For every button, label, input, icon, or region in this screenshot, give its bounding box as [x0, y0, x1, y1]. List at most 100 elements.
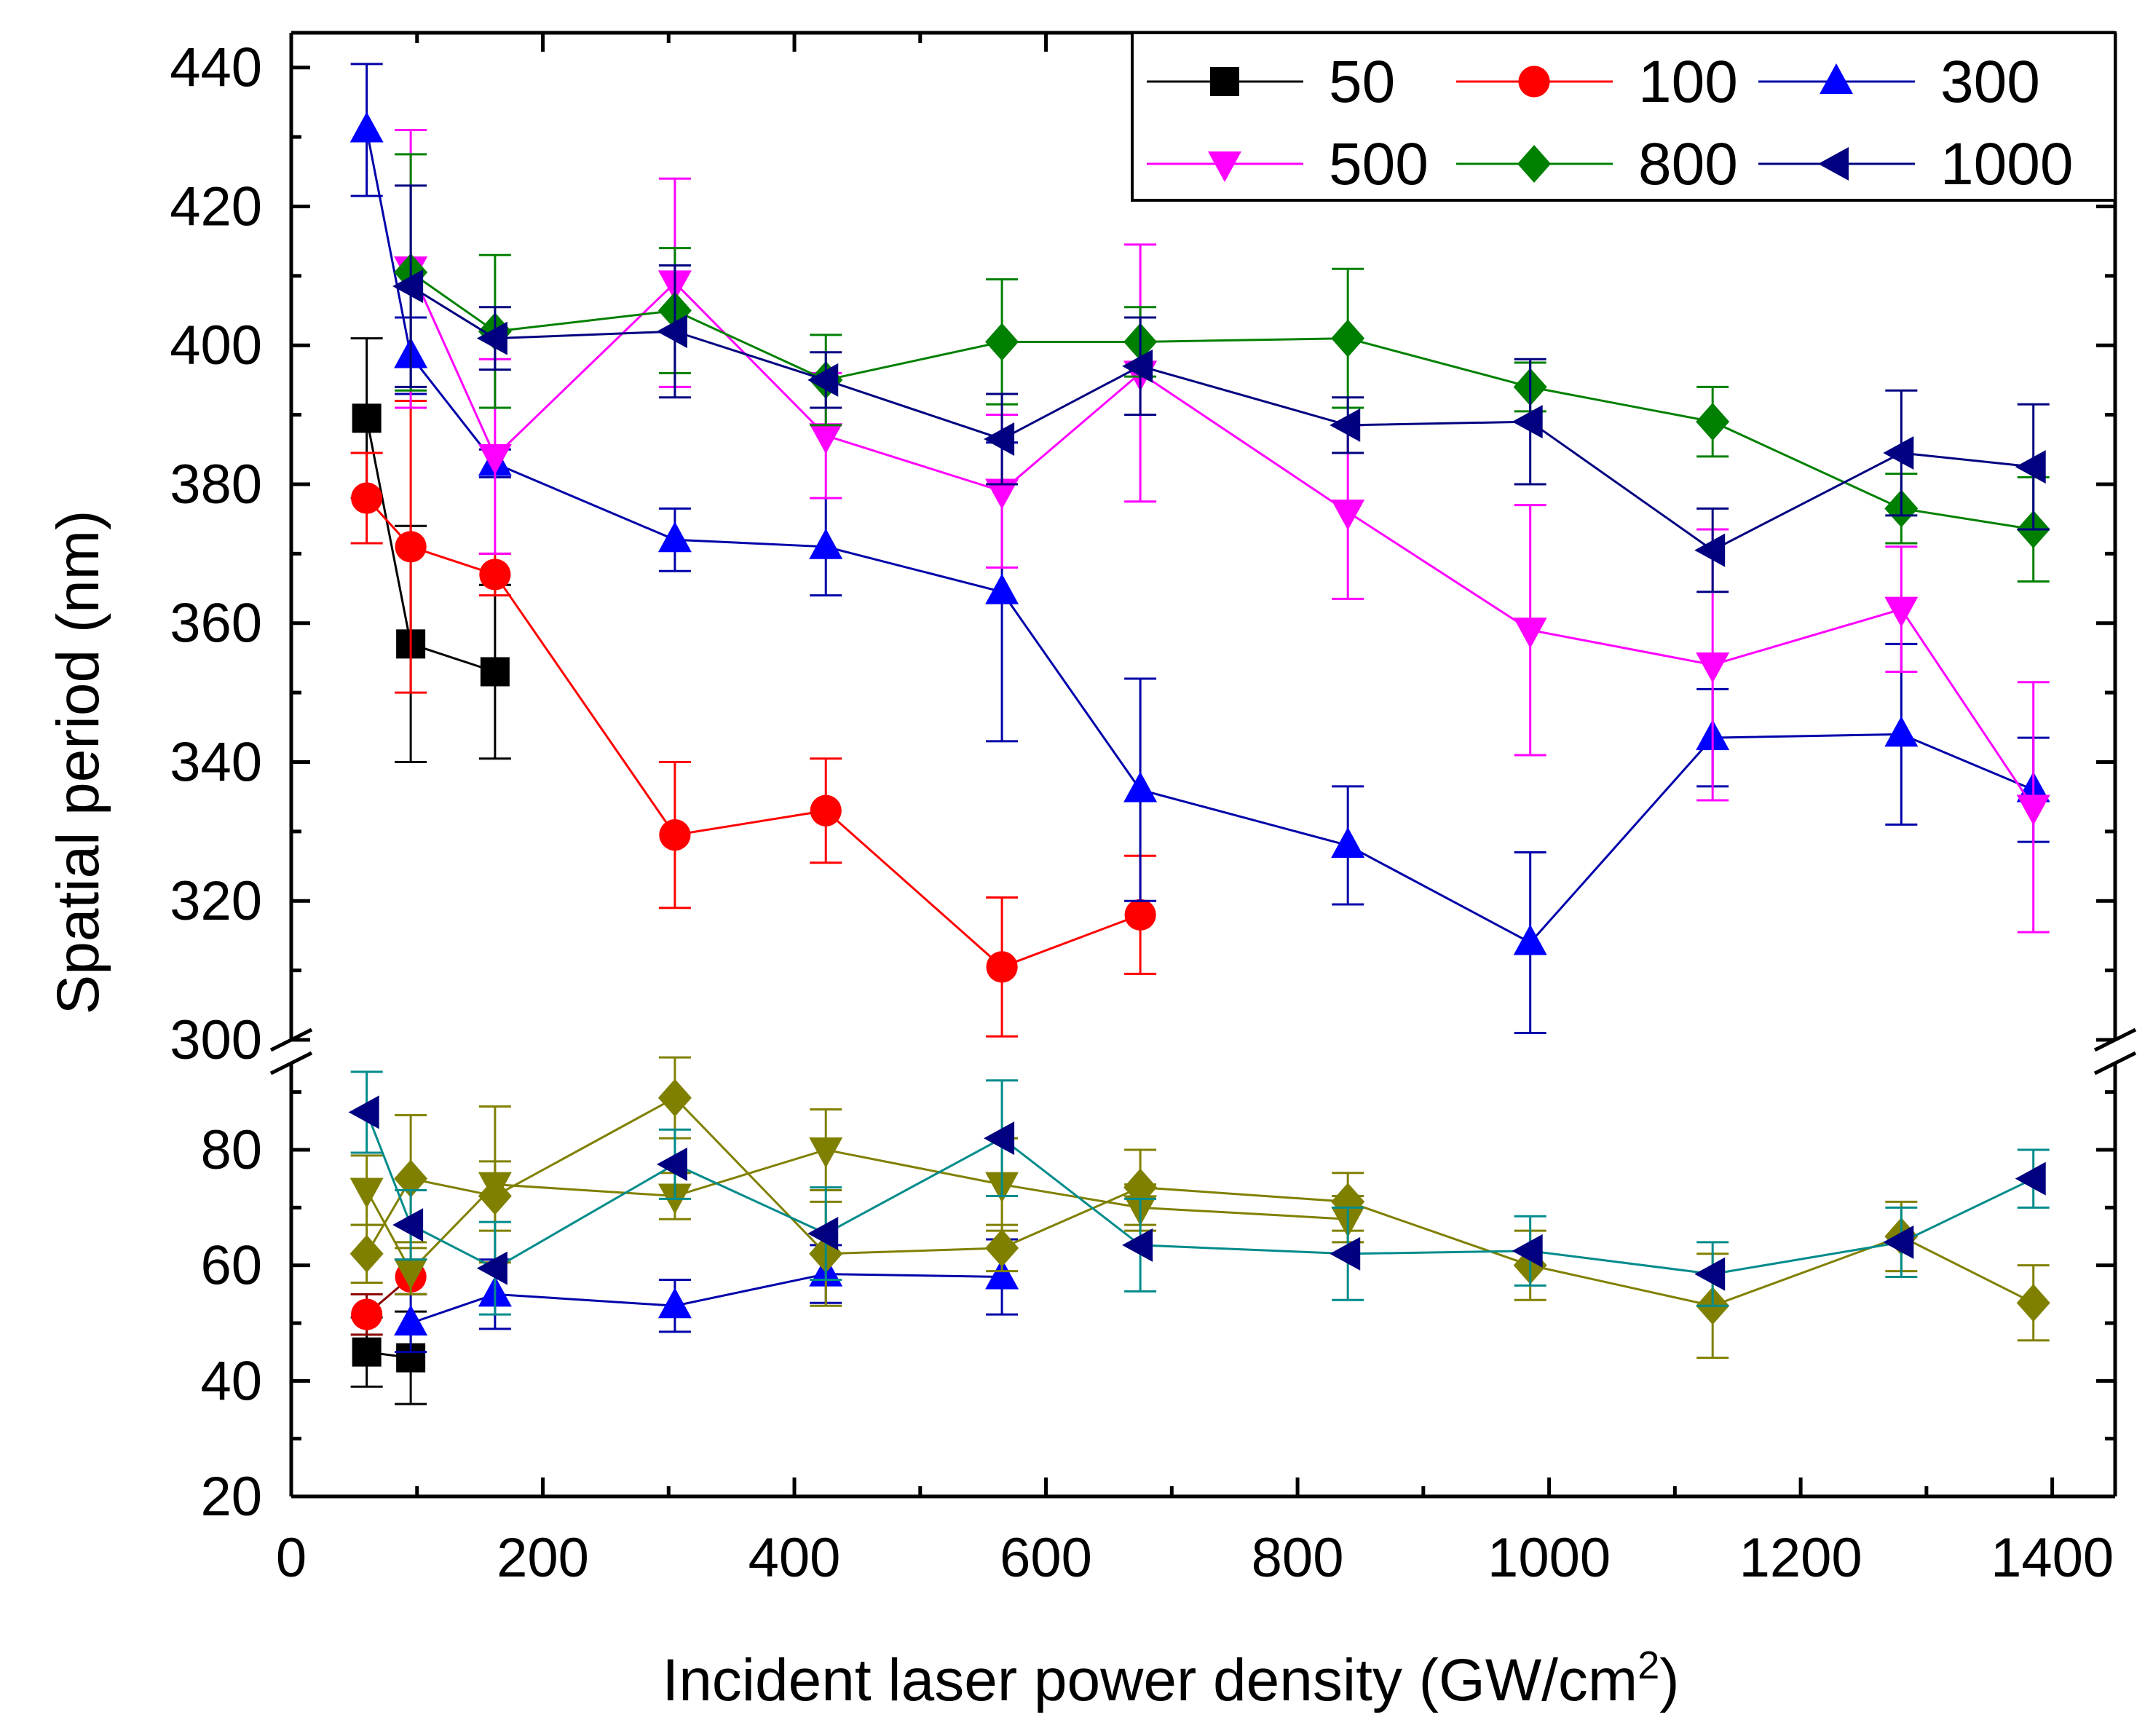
- upper-data-point: [1122, 349, 1153, 383]
- upper-data-point: [1884, 596, 1919, 628]
- upper-data-point: [986, 951, 1018, 983]
- legend: 50 100 300 500 800 1000: [1131, 31, 2117, 202]
- lower-data-point: [1883, 1225, 1914, 1259]
- legend-item-100: 100: [1456, 49, 1738, 115]
- series-1000-lower: [348, 1070, 2050, 1316]
- lower-data-point: [656, 1147, 687, 1181]
- series-100-upper: [350, 400, 1157, 1038]
- upper-data-point: [395, 531, 427, 563]
- upper-data-point: [1331, 319, 1365, 358]
- legend-marker: [1820, 63, 1853, 94]
- upper-data-point: [985, 323, 1019, 361]
- x-tick-label: 800: [1252, 1527, 1344, 1589]
- upper-data-point: [809, 423, 843, 454]
- upper-data-point: [985, 573, 1019, 604]
- y-tick-label-upper: 440: [170, 37, 262, 99]
- upper-data-point: [1331, 826, 1365, 858]
- upper-data-point: [984, 422, 1015, 456]
- upper-data-point: [349, 111, 384, 143]
- lower-data-point: [478, 1177, 512, 1215]
- upper-data-point: [1512, 405, 1543, 439]
- lower-data-point: [348, 1095, 379, 1129]
- upper-data-point: [1696, 403, 1730, 441]
- x-tick-label: 600: [1000, 1527, 1092, 1589]
- lower-data-point: [394, 1258, 428, 1290]
- x-tick-label: 0: [276, 1527, 307, 1589]
- lower-data-point: [657, 1078, 692, 1117]
- lower-data-point: [394, 1305, 428, 1335]
- lower-data-point: [2015, 1161, 2046, 1196]
- y-axis-title: Spatial period (nm): [45, 510, 111, 1015]
- y-tick-label-upper: 380: [170, 454, 262, 516]
- upper-data-point: [985, 478, 1019, 510]
- upper-data-point: [1123, 771, 1158, 802]
- lower-data-point: [1331, 1183, 1365, 1221]
- lower-data-point: [349, 1177, 384, 1209]
- legend-label: 50: [1329, 49, 1395, 115]
- lower-data-point: [985, 1228, 1019, 1267]
- legend-item-800: 800: [1456, 131, 1738, 197]
- x-tick-label: 1200: [1739, 1527, 1862, 1589]
- upper-data-point: [1330, 408, 1361, 442]
- lower-data-point: [985, 1258, 1019, 1290]
- upper-data-point: [807, 363, 839, 397]
- legend-marker: [1210, 67, 1239, 96]
- lower-data-point: [352, 1337, 382, 1367]
- y-tick-label-upper: 300: [170, 1009, 262, 1071]
- upper-data-point: [352, 403, 382, 433]
- lower-data-point: [1512, 1234, 1543, 1268]
- y-tick-label-lower: 20: [200, 1466, 262, 1528]
- x-axis-title: Incident laser power density (GW/cm2): [662, 1644, 1679, 1713]
- lower-data-point: [2016, 1284, 2050, 1322]
- legend-item-300: 300: [1758, 49, 2040, 115]
- x-tick-label: 200: [497, 1527, 589, 1589]
- lower-data-point: [392, 1208, 424, 1242]
- upper-data-point: [656, 315, 687, 349]
- lower-series-line: [366, 1148, 1348, 1274]
- upper-data-point: [659, 819, 691, 851]
- x-axis-title-suffix: ): [1659, 1647, 1679, 1713]
- upper-data-point: [1513, 618, 1547, 649]
- x-tick-label: 1000: [1488, 1527, 1611, 1589]
- y-tick-label-upper: 400: [170, 315, 262, 376]
- legend-marker: [1818, 147, 1849, 181]
- lower-data-point: [1123, 1168, 1158, 1207]
- upper-data-point: [810, 794, 842, 826]
- upper-data-point: [480, 657, 510, 687]
- upper-data-point: [1883, 436, 1914, 470]
- legend-label: 500: [1329, 131, 1429, 197]
- lower-data-point: [394, 1159, 428, 1198]
- lower-data-point: [1122, 1228, 1153, 1262]
- upper-data-point: [809, 528, 843, 559]
- upper-data-point: [1694, 533, 1726, 567]
- legend-item-50: 50: [1147, 49, 1395, 115]
- lower-data-point: [1694, 1257, 1726, 1291]
- x-axis-title-main: Incident laser power density (GW/cm: [662, 1647, 1638, 1713]
- series-1000-upper: [392, 184, 2050, 593]
- upper-data-point: [2016, 794, 2050, 826]
- series-group: [348, 63, 2050, 1405]
- legend-marker: [1517, 145, 1551, 183]
- lower-data-point: [351, 1298, 383, 1330]
- axis-break-right-bottom: [2093, 1051, 2137, 1076]
- upper-data-point: [476, 321, 507, 355]
- lower-data-point: [657, 1287, 692, 1319]
- lower-data-point: [349, 1234, 384, 1273]
- legend-marker: [1208, 151, 1241, 182]
- upper-data-point: [1884, 716, 1919, 747]
- y-tick-label-upper: 320: [170, 870, 262, 932]
- legend-label: 1000: [1940, 131, 2073, 197]
- lower-data-point: [476, 1251, 507, 1285]
- upper-data-point: [1513, 924, 1547, 955]
- upper-data-point: [2015, 450, 2046, 484]
- upper-data-point: [392, 269, 424, 304]
- lower-series-line: [366, 1111, 2034, 1276]
- legend-item-1000: 1000: [1758, 131, 2073, 197]
- y-tick-label-lower: 40: [200, 1350, 262, 1412]
- y-tick-label-lower: 60: [200, 1235, 262, 1297]
- upper-data-point: [351, 482, 383, 514]
- upper-data-point: [479, 559, 511, 591]
